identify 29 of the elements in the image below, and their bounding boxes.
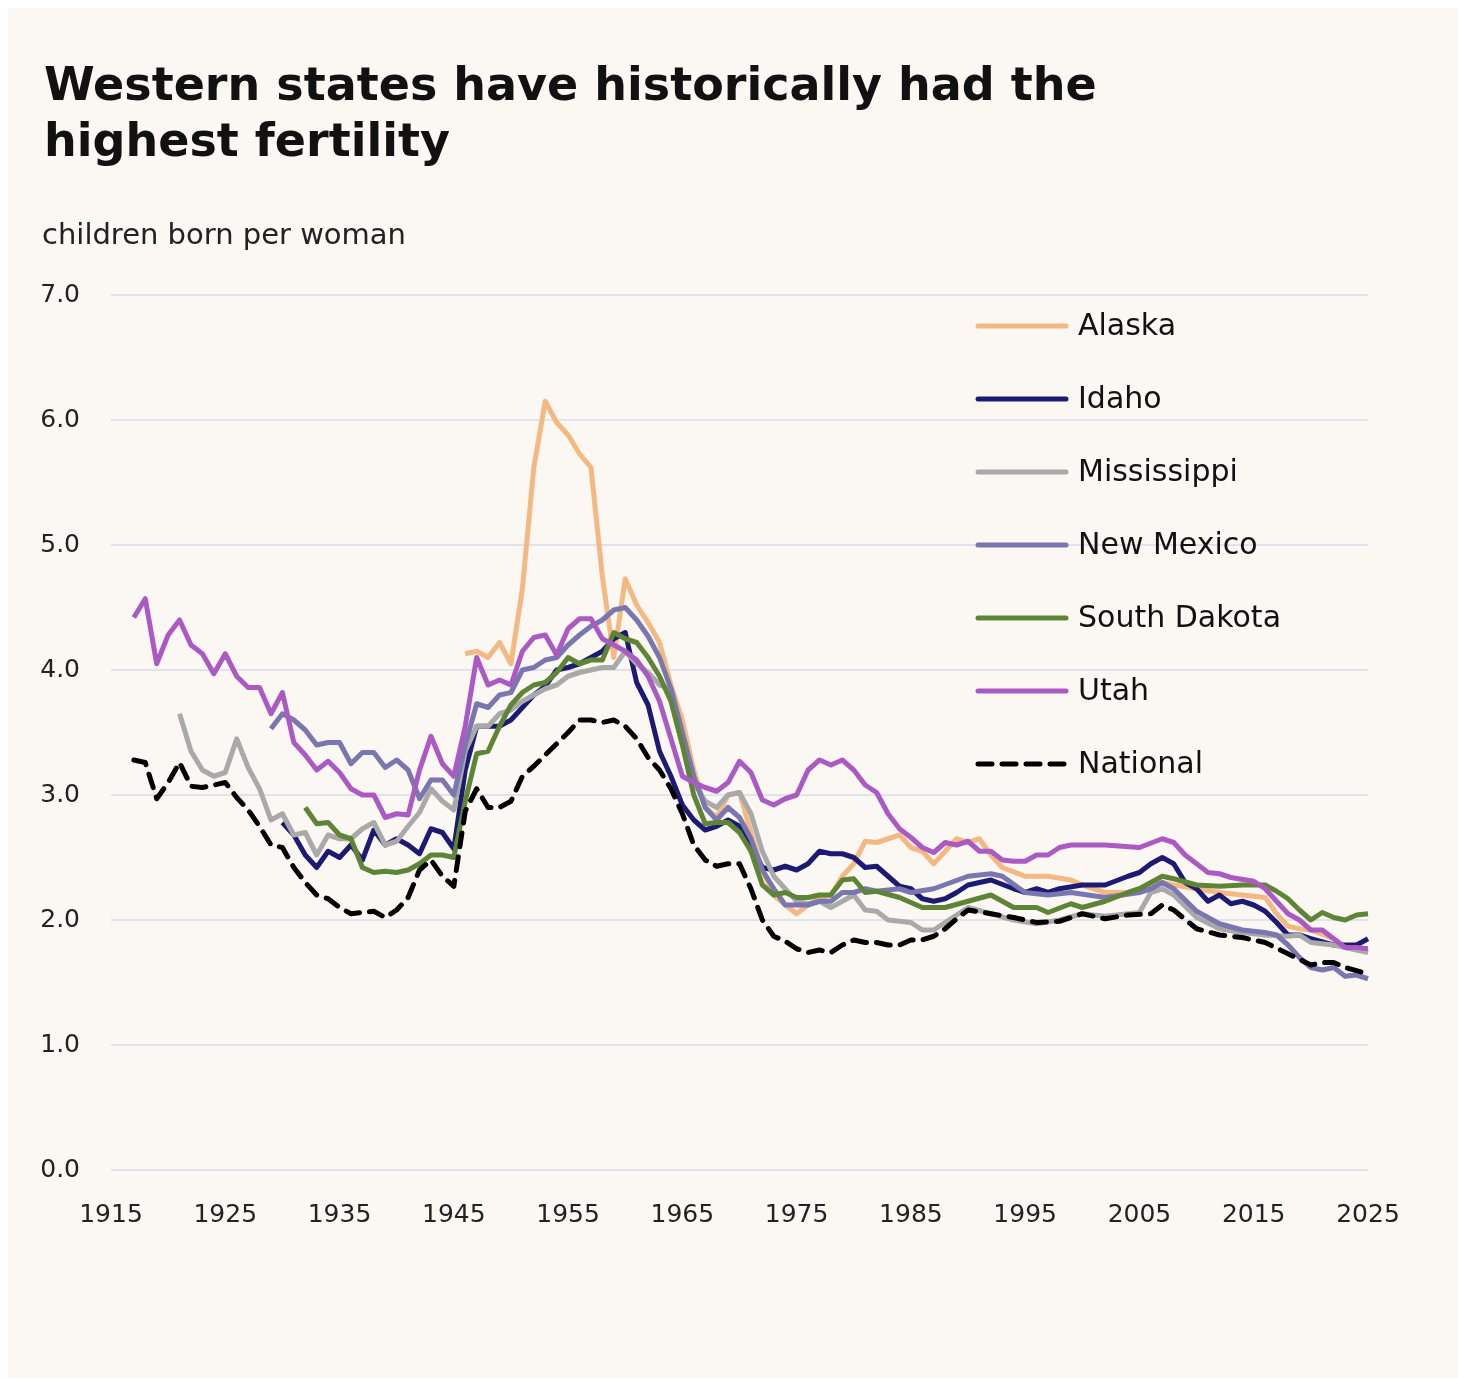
chart-title: Western states have historically had the highest fertility (44, 57, 1097, 167)
x-tick-label: 2025 (1336, 1199, 1400, 1228)
x-tick-label: 1975 (764, 1199, 829, 1228)
y-tick-label: 1.0 (40, 1029, 80, 1058)
x-tick-label: 1925 (193, 1199, 258, 1228)
legend-label: South Dakota (1078, 598, 1282, 634)
x-tick-label: 1915 (79, 1199, 143, 1228)
legend-label: Alaska (1078, 306, 1177, 342)
y-tick-label: 0.0 (40, 1154, 80, 1183)
legend-label: Idaho (1078, 379, 1162, 415)
y-tick-label: 4.0 (40, 654, 80, 683)
y-tick-label: 3.0 (40, 779, 80, 808)
x-tick-label: 1965 (650, 1199, 715, 1228)
x-tick-label: 1995 (993, 1199, 1057, 1228)
x-tick-label: 2005 (1107, 1199, 1172, 1228)
legend-label: New Mexico (1078, 525, 1258, 561)
legend-label: National (1078, 744, 1204, 780)
y-tick-label: 5.0 (40, 529, 80, 558)
x-tick-label: 1935 (307, 1199, 372, 1228)
y-axis-title: children born per woman (42, 217, 406, 251)
x-tick-label: 1945 (422, 1199, 486, 1228)
y-tick-label: 6.0 (40, 404, 80, 433)
y-tick-label: 7.0 (40, 279, 80, 308)
x-tick-label: 1985 (879, 1199, 943, 1228)
legend-label: Mississippi (1078, 452, 1238, 488)
x-tick-label: 1955 (536, 1199, 600, 1228)
x-tick-label: 2015 (1221, 1199, 1286, 1228)
legend-label: Utah (1078, 671, 1150, 707)
y-tick-label: 2.0 (40, 904, 80, 933)
